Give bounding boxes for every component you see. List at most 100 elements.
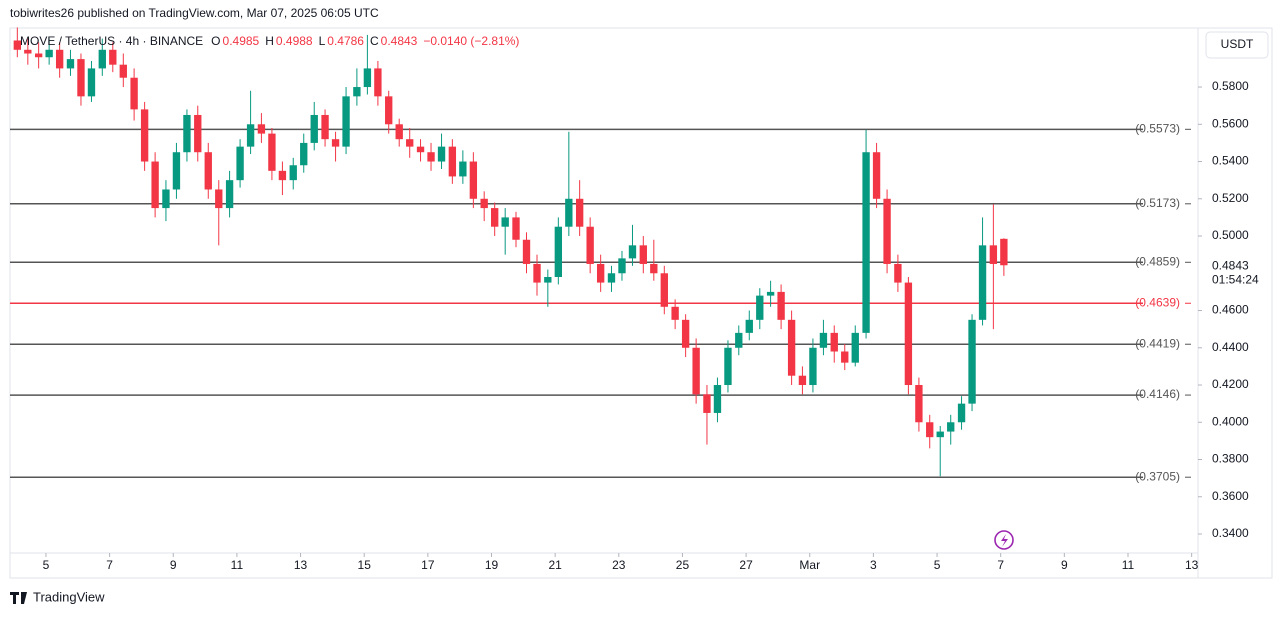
y-tick-label: 0.4400 — [1212, 340, 1249, 354]
candle-body — [98, 49, 106, 69]
candle-body — [522, 239, 531, 264]
candle-body — [162, 189, 170, 209]
price-tag-label: 0.4843 — [1212, 258, 1249, 272]
candle-body — [756, 295, 764, 320]
candle-body — [140, 109, 149, 162]
candle-body — [34, 53, 43, 58]
candle-body — [501, 217, 509, 227]
candle-body — [872, 152, 881, 199]
candle-body — [130, 77, 138, 110]
candle-body — [385, 96, 393, 125]
price-tag — [1206, 256, 1270, 287]
candle-body — [289, 165, 297, 181]
candle-body — [406, 139, 414, 147]
legend-field-label: O — [211, 34, 220, 48]
tv-logo — [10, 592, 27, 604]
candle-body — [204, 152, 212, 190]
legend-field-value: 0.4988 — [276, 34, 313, 48]
candle-body — [66, 59, 75, 69]
x-tick-label: 17 — [421, 558, 435, 572]
x-tick-label: 7 — [106, 558, 113, 572]
candle-body — [724, 347, 732, 386]
candle-body — [628, 245, 637, 259]
candle-body — [809, 347, 817, 386]
candle-body — [427, 152, 435, 162]
candle-body — [639, 245, 647, 264]
candle-body — [300, 142, 308, 166]
candle-body — [554, 226, 563, 277]
x-tick-label: 11 — [1122, 558, 1135, 572]
candle-body — [55, 49, 64, 69]
candle-body — [862, 152, 870, 333]
y-tick-label: 0.5000 — [1212, 228, 1249, 242]
candle-body — [745, 319, 753, 333]
candle-body — [766, 291, 775, 296]
y-tick-label: 0.4200 — [1212, 377, 1249, 391]
countdown: 01:54:24 — [1212, 272, 1259, 286]
currency-label[interactable]: USDT — [1221, 37, 1254, 51]
candle-body — [544, 276, 552, 283]
candle-body — [194, 114, 202, 153]
candle-body — [798, 375, 807, 386]
candle-body — [512, 217, 520, 240]
candle-body — [978, 245, 987, 320]
candle-body — [331, 139, 340, 147]
candle-body — [650, 263, 658, 274]
x-tick-label: 5 — [43, 558, 50, 572]
legend-field-label: L — [319, 34, 326, 48]
x-tick-label: 9 — [170, 558, 177, 572]
currency-button[interactable] — [1205, 31, 1269, 59]
x-tick-label: 3 — [870, 558, 877, 572]
x-tick-label: 7 — [997, 558, 1004, 572]
candle-body — [459, 161, 467, 177]
candle-body — [172, 152, 181, 190]
x-tick-label: 13 — [1185, 558, 1199, 572]
x-tick-label: 9 — [1061, 558, 1068, 572]
candle-body — [692, 347, 700, 395]
candle-body — [225, 180, 234, 209]
x-tick-label: 5 — [934, 558, 941, 572]
candle-body — [713, 385, 722, 413]
footer-brand: TradingView — [33, 589, 105, 604]
candle-body — [787, 319, 796, 376]
candle-body — [947, 422, 955, 432]
candle-body — [215, 189, 223, 209]
publisher: tobiwrites26 published on TradingView.co… — [10, 6, 379, 20]
candle-body — [236, 146, 244, 181]
y-tick-label: 0.3600 — [1212, 489, 1249, 503]
y-tick-label: 0.5800 — [1212, 79, 1249, 93]
x-tick-label: 11 — [231, 558, 244, 572]
candle-body — [1000, 238, 1008, 266]
candle-body — [575, 198, 584, 227]
level-label: (0.4639) — [1135, 295, 1180, 309]
candle-body — [448, 146, 457, 177]
candle-body — [342, 96, 350, 147]
y-tick-label: 0.5200 — [1212, 191, 1249, 205]
lightning-icon[interactable] — [994, 530, 1014, 550]
candle-body — [87, 68, 96, 97]
candle-body — [119, 64, 127, 78]
candle-body — [151, 161, 159, 209]
x-tick-label: 19 — [485, 558, 499, 572]
legend-field-value: 0.4843 — [381, 34, 418, 48]
candle-body — [830, 332, 838, 352]
candle-body — [469, 161, 478, 199]
candle-body — [480, 198, 488, 209]
candle-body — [777, 291, 785, 320]
x-tick-label: Mar — [799, 558, 820, 572]
candle-body — [936, 431, 944, 438]
x-tick-label: 21 — [548, 558, 562, 572]
candle-body — [660, 273, 668, 307]
candle-body — [45, 49, 53, 58]
candle-body — [321, 114, 329, 140]
candle-body — [681, 319, 690, 348]
candle-body — [968, 319, 976, 404]
legend-change: −0.0140 (−2.81%) — [423, 34, 519, 48]
level-label: (0.5173) — [1135, 196, 1180, 210]
candle-body — [851, 332, 859, 363]
candle-body — [246, 124, 255, 147]
y-tick-label: 0.4600 — [1212, 303, 1249, 317]
legend-field-label: H — [265, 34, 274, 48]
candle-body — [904, 282, 913, 386]
